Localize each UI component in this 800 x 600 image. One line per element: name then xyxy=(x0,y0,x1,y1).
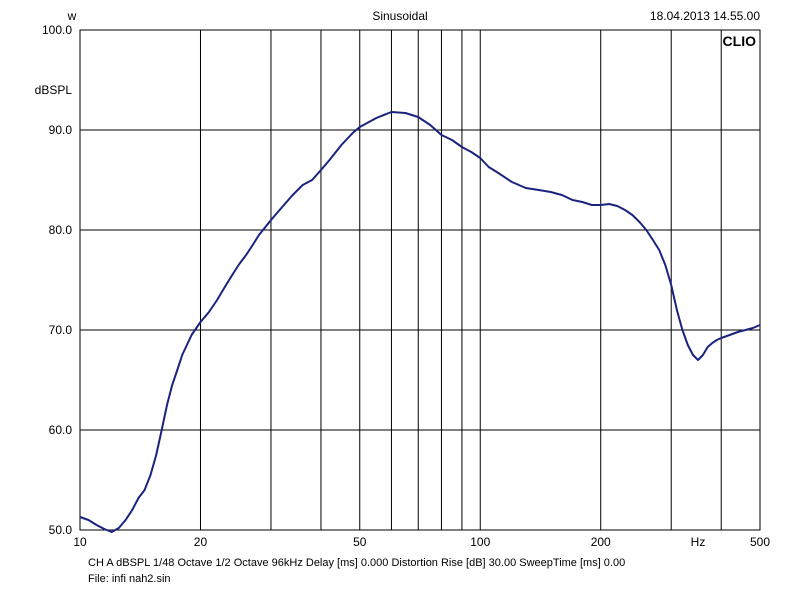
y-tick-label: 70.0 xyxy=(49,323,73,337)
x-tick-label: 20 xyxy=(194,535,208,549)
x-unit-label: Hz xyxy=(691,535,706,549)
x-tick-label: 10 xyxy=(73,535,87,549)
y-unit-label: dBSPL xyxy=(35,83,73,97)
y-tick-label: 90.0 xyxy=(49,123,73,137)
y-tick-label: 60.0 xyxy=(49,423,73,437)
x-tick-label: 200 xyxy=(591,535,611,549)
frequency-response-chart: 10 20 50 100 200 500 Hz 50.0 60.0 70.0 80.0 90.0 100… xyxy=(0,0,800,600)
y-tick-label: 80.0 xyxy=(49,223,73,237)
x-tick-label: 100 xyxy=(470,535,490,549)
x-tick-label: 50 xyxy=(353,535,367,549)
header-center: Sinusoidal xyxy=(372,9,427,23)
brand-label: CLIO xyxy=(723,33,757,49)
x-tick-label: 500 xyxy=(750,535,770,549)
chart-bg xyxy=(0,0,800,600)
footer-line2: File: infi nah2.sin xyxy=(88,573,171,585)
footer-line1: CH A dBSPL 1/48 Octave 1/2 Octave 96kHz … xyxy=(88,557,625,569)
header-timestamp: 18.04.2013 14.55.00 xyxy=(650,9,760,23)
y-tick-label: 50.0 xyxy=(49,523,73,537)
header-left: w xyxy=(67,9,77,23)
y-tick-label: 100.0 xyxy=(42,23,72,37)
